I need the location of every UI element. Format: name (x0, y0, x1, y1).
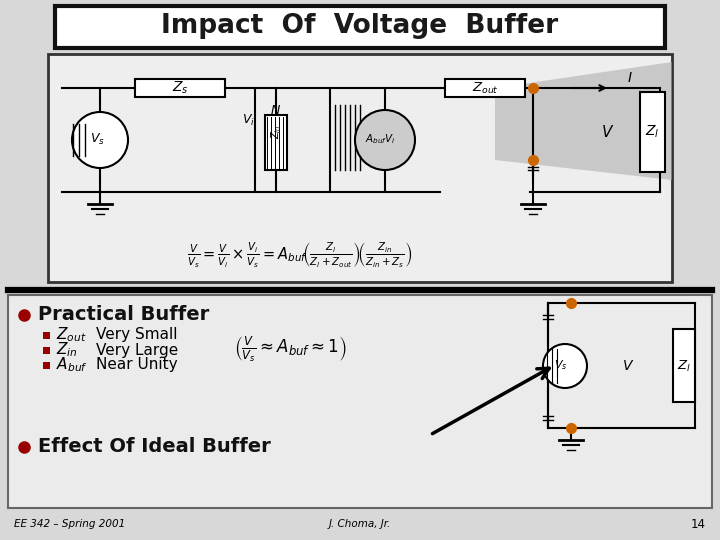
Text: $V$: $V$ (601, 124, 615, 140)
Text: EE 342 – Spring 2001: EE 342 – Spring 2001 (14, 519, 125, 529)
FancyBboxPatch shape (43, 362, 50, 369)
Text: $I$: $I$ (627, 71, 633, 85)
Text: $Z_{out}$: $Z_{out}$ (56, 326, 86, 345)
FancyBboxPatch shape (673, 329, 695, 402)
Text: $Z_s$: $Z_s$ (171, 80, 189, 96)
Text: $Z_l$: $Z_l$ (645, 124, 660, 140)
FancyBboxPatch shape (445, 79, 525, 97)
Polygon shape (495, 62, 672, 180)
FancyBboxPatch shape (8, 295, 712, 508)
Text: Near Unity: Near Unity (96, 357, 178, 373)
FancyBboxPatch shape (640, 92, 665, 172)
Text: Effect Of Ideal Buffer: Effect Of Ideal Buffer (38, 437, 271, 456)
FancyBboxPatch shape (135, 79, 225, 97)
Text: $V$: $V$ (622, 359, 634, 373)
Text: J. Choma, Jr.: J. Choma, Jr. (329, 519, 391, 529)
Circle shape (543, 344, 587, 388)
FancyBboxPatch shape (265, 115, 287, 170)
Text: $A_{buf}$: $A_{buf}$ (56, 356, 88, 374)
Text: $\left(\frac{V}{V_s} \approx A_{buf} \approx 1\right)$: $\left(\frac{V}{V_s} \approx A_{buf} \ap… (233, 334, 346, 364)
Text: $A_{buf}V_i$: $A_{buf}V_i$ (364, 132, 395, 146)
Text: $V_i$: $V_i$ (241, 112, 254, 127)
Text: $V_s$: $V_s$ (89, 131, 104, 146)
FancyBboxPatch shape (43, 332, 50, 339)
Text: $\frac{V}{V_s} = \frac{V}{V_i} \times \frac{V_i}{V_s} = A_{buf}\!\left(\frac{Z_l: $\frac{V}{V_s} = \frac{V}{V_i} \times \f… (187, 240, 413, 269)
Text: $V_s$: $V_s$ (554, 358, 568, 372)
Text: Very Large: Very Large (96, 342, 179, 357)
Text: Very Small: Very Small (96, 327, 178, 342)
Text: $Z_{in}$: $Z_{in}$ (269, 125, 283, 139)
Circle shape (72, 112, 128, 168)
Circle shape (355, 110, 415, 170)
Text: $N$: $N$ (271, 104, 282, 117)
Text: $Z_l$: $Z_l$ (677, 359, 691, 374)
Text: Impact  Of  Voltage  Buffer: Impact Of Voltage Buffer (161, 13, 559, 39)
FancyBboxPatch shape (48, 54, 672, 282)
FancyBboxPatch shape (55, 6, 665, 48)
FancyBboxPatch shape (43, 347, 50, 354)
Text: $Z_{in}$: $Z_{in}$ (56, 341, 78, 359)
Text: 14: 14 (691, 517, 706, 530)
Text: $Z_{out}$: $Z_{out}$ (472, 80, 498, 96)
Text: Practical Buffer: Practical Buffer (38, 306, 210, 325)
